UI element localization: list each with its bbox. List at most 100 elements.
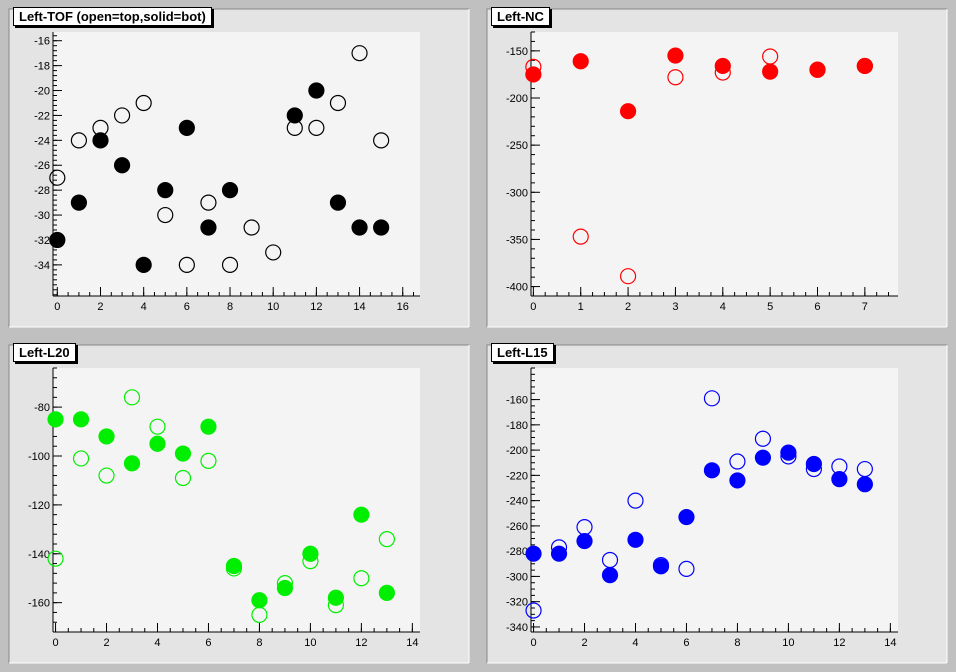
pad-left-tof: 0 2 4 6 8 10 12 14 16 -16 -18 -20 -22 -24 -26 -28 -30 -32… — [0, 0, 478, 336]
x-tick-label: 4 — [141, 301, 147, 313]
x-tick-label: 0 — [530, 637, 536, 649]
x-tick-label: 6 — [683, 637, 689, 649]
pad-left-l20: 0 2 4 6 8 10 12 14 -80 -100 -120 -140 -160 Left-L20 — [0, 336, 478, 672]
marker-solid — [678, 508, 695, 526]
y-tick-label: -16 — [34, 36, 50, 48]
marker-open — [243, 219, 260, 236]
pad-title: Left-TOF (open=top,solid=bot) — [13, 7, 212, 26]
marker-solid — [351, 219, 368, 236]
x-tick-label: 0 — [54, 301, 60, 313]
markers-group — [49, 45, 390, 273]
pad-left-nc: 0 1 2 3 4 5 6 7 -150 -200 -250 -300 -350 -400 Left-NC — [478, 0, 956, 336]
marker-solid — [525, 545, 542, 562]
x-tick-label: 10 — [304, 637, 316, 649]
y-tick-label: -200 — [506, 445, 528, 457]
marker-solid — [619, 103, 637, 120]
marker-solid — [353, 506, 370, 523]
marker-open — [353, 570, 370, 587]
y-tick-label: -80 — [34, 402, 50, 414]
marker-solid — [856, 476, 873, 493]
x-tick-label: 6 — [814, 301, 820, 313]
marker-open — [47, 550, 64, 567]
y-tick-label: -300 — [506, 187, 528, 199]
plot-area — [53, 368, 420, 632]
y-tick-label: -24 — [34, 135, 50, 147]
x-tick-label: 12 — [310, 301, 322, 313]
marker-open — [703, 390, 721, 407]
x-tick-label: 8 — [256, 637, 262, 649]
marker-open — [627, 492, 644, 509]
y-tick-label: -32 — [34, 235, 50, 247]
y-tick-label: -26 — [34, 160, 50, 172]
marker-open — [135, 94, 152, 112]
marker-solid — [123, 455, 141, 472]
marker-solid — [329, 194, 347, 211]
y-tick-label: -18 — [34, 61, 50, 73]
marker-solid — [149, 435, 166, 452]
marker-solid — [809, 61, 826, 78]
marker-solid — [200, 219, 217, 236]
marker-solid — [276, 579, 294, 597]
x-tick-label: 0 — [530, 301, 536, 313]
x-tick-label: 5 — [767, 301, 773, 313]
marker-open — [373, 132, 390, 149]
x-tick-label: 4 — [154, 637, 160, 649]
x-tick-label: 14 — [884, 637, 896, 649]
x-tick-label: 2 — [97, 301, 103, 313]
marker-open — [308, 119, 325, 136]
marker-solid — [174, 445, 192, 462]
x-tick-label: 1 — [578, 301, 584, 313]
y-tick-label: -100 — [28, 451, 50, 463]
marker-open — [70, 132, 88, 149]
y-tick-label: -220 — [506, 470, 528, 482]
x-tick-label: 10 — [782, 637, 794, 649]
y-tick-label: -34 — [34, 260, 50, 272]
marker-open — [329, 94, 347, 112]
y-tick-label: -20 — [34, 86, 50, 98]
marker-open — [729, 453, 746, 470]
marker-open — [351, 45, 368, 62]
plot-area — [531, 368, 898, 632]
marker-solid — [49, 231, 66, 249]
x-tick-label: 6 — [184, 301, 190, 313]
y-tick-label: -320 — [506, 597, 528, 609]
marker-solid — [729, 472, 746, 489]
marker-open — [200, 452, 217, 469]
marker-solid — [762, 63, 779, 80]
marker-solid — [576, 532, 593, 550]
x-tick-label: 2 — [103, 637, 109, 649]
marker-solid — [831, 471, 848, 488]
marker-solid — [652, 558, 670, 575]
y-tick-label: -340 — [506, 622, 528, 634]
x-tick-label: 8 — [734, 637, 740, 649]
marker-open — [200, 194, 217, 211]
marker-solid — [754, 449, 772, 466]
marker-solid — [113, 157, 131, 174]
pad-title: Left-L20 — [13, 343, 76, 362]
marker-solid — [251, 592, 268, 609]
marker-solid — [92, 132, 109, 149]
chart-left-l15: 0 2 4 6 8 10 12 14 -160 -180 -200 -220 -240 -260 -280 -… — [478, 336, 956, 672]
marker-solid — [805, 455, 822, 473]
marker-solid — [714, 57, 731, 75]
x-tick-label: 8 — [227, 301, 233, 313]
y-tick-label: -250 — [506, 140, 528, 152]
x-tick-label: 16 — [397, 301, 409, 313]
marker-solid — [200, 418, 217, 435]
x-tick-label: 4 — [720, 301, 726, 313]
marker-open — [754, 430, 772, 447]
x-tick-label: 12 — [833, 637, 845, 649]
marker-solid — [525, 66, 542, 83]
x-tick-label: 4 — [632, 637, 638, 649]
marker-open — [49, 169, 66, 186]
y-tick-label: -150 — [506, 46, 528, 58]
marker-open — [572, 228, 589, 245]
chart-left-nc: 0 1 2 3 4 5 6 7 -150 -200 -250 -300 -350 -400 — [478, 0, 956, 336]
y-tick-label: -260 — [506, 521, 528, 533]
y-tick-label: -300 — [506, 571, 528, 583]
marker-open — [619, 268, 637, 285]
plot-area — [531, 32, 898, 296]
marker-solid — [327, 589, 344, 606]
marker-open — [525, 602, 542, 619]
y-tick-label: -160 — [28, 598, 50, 610]
